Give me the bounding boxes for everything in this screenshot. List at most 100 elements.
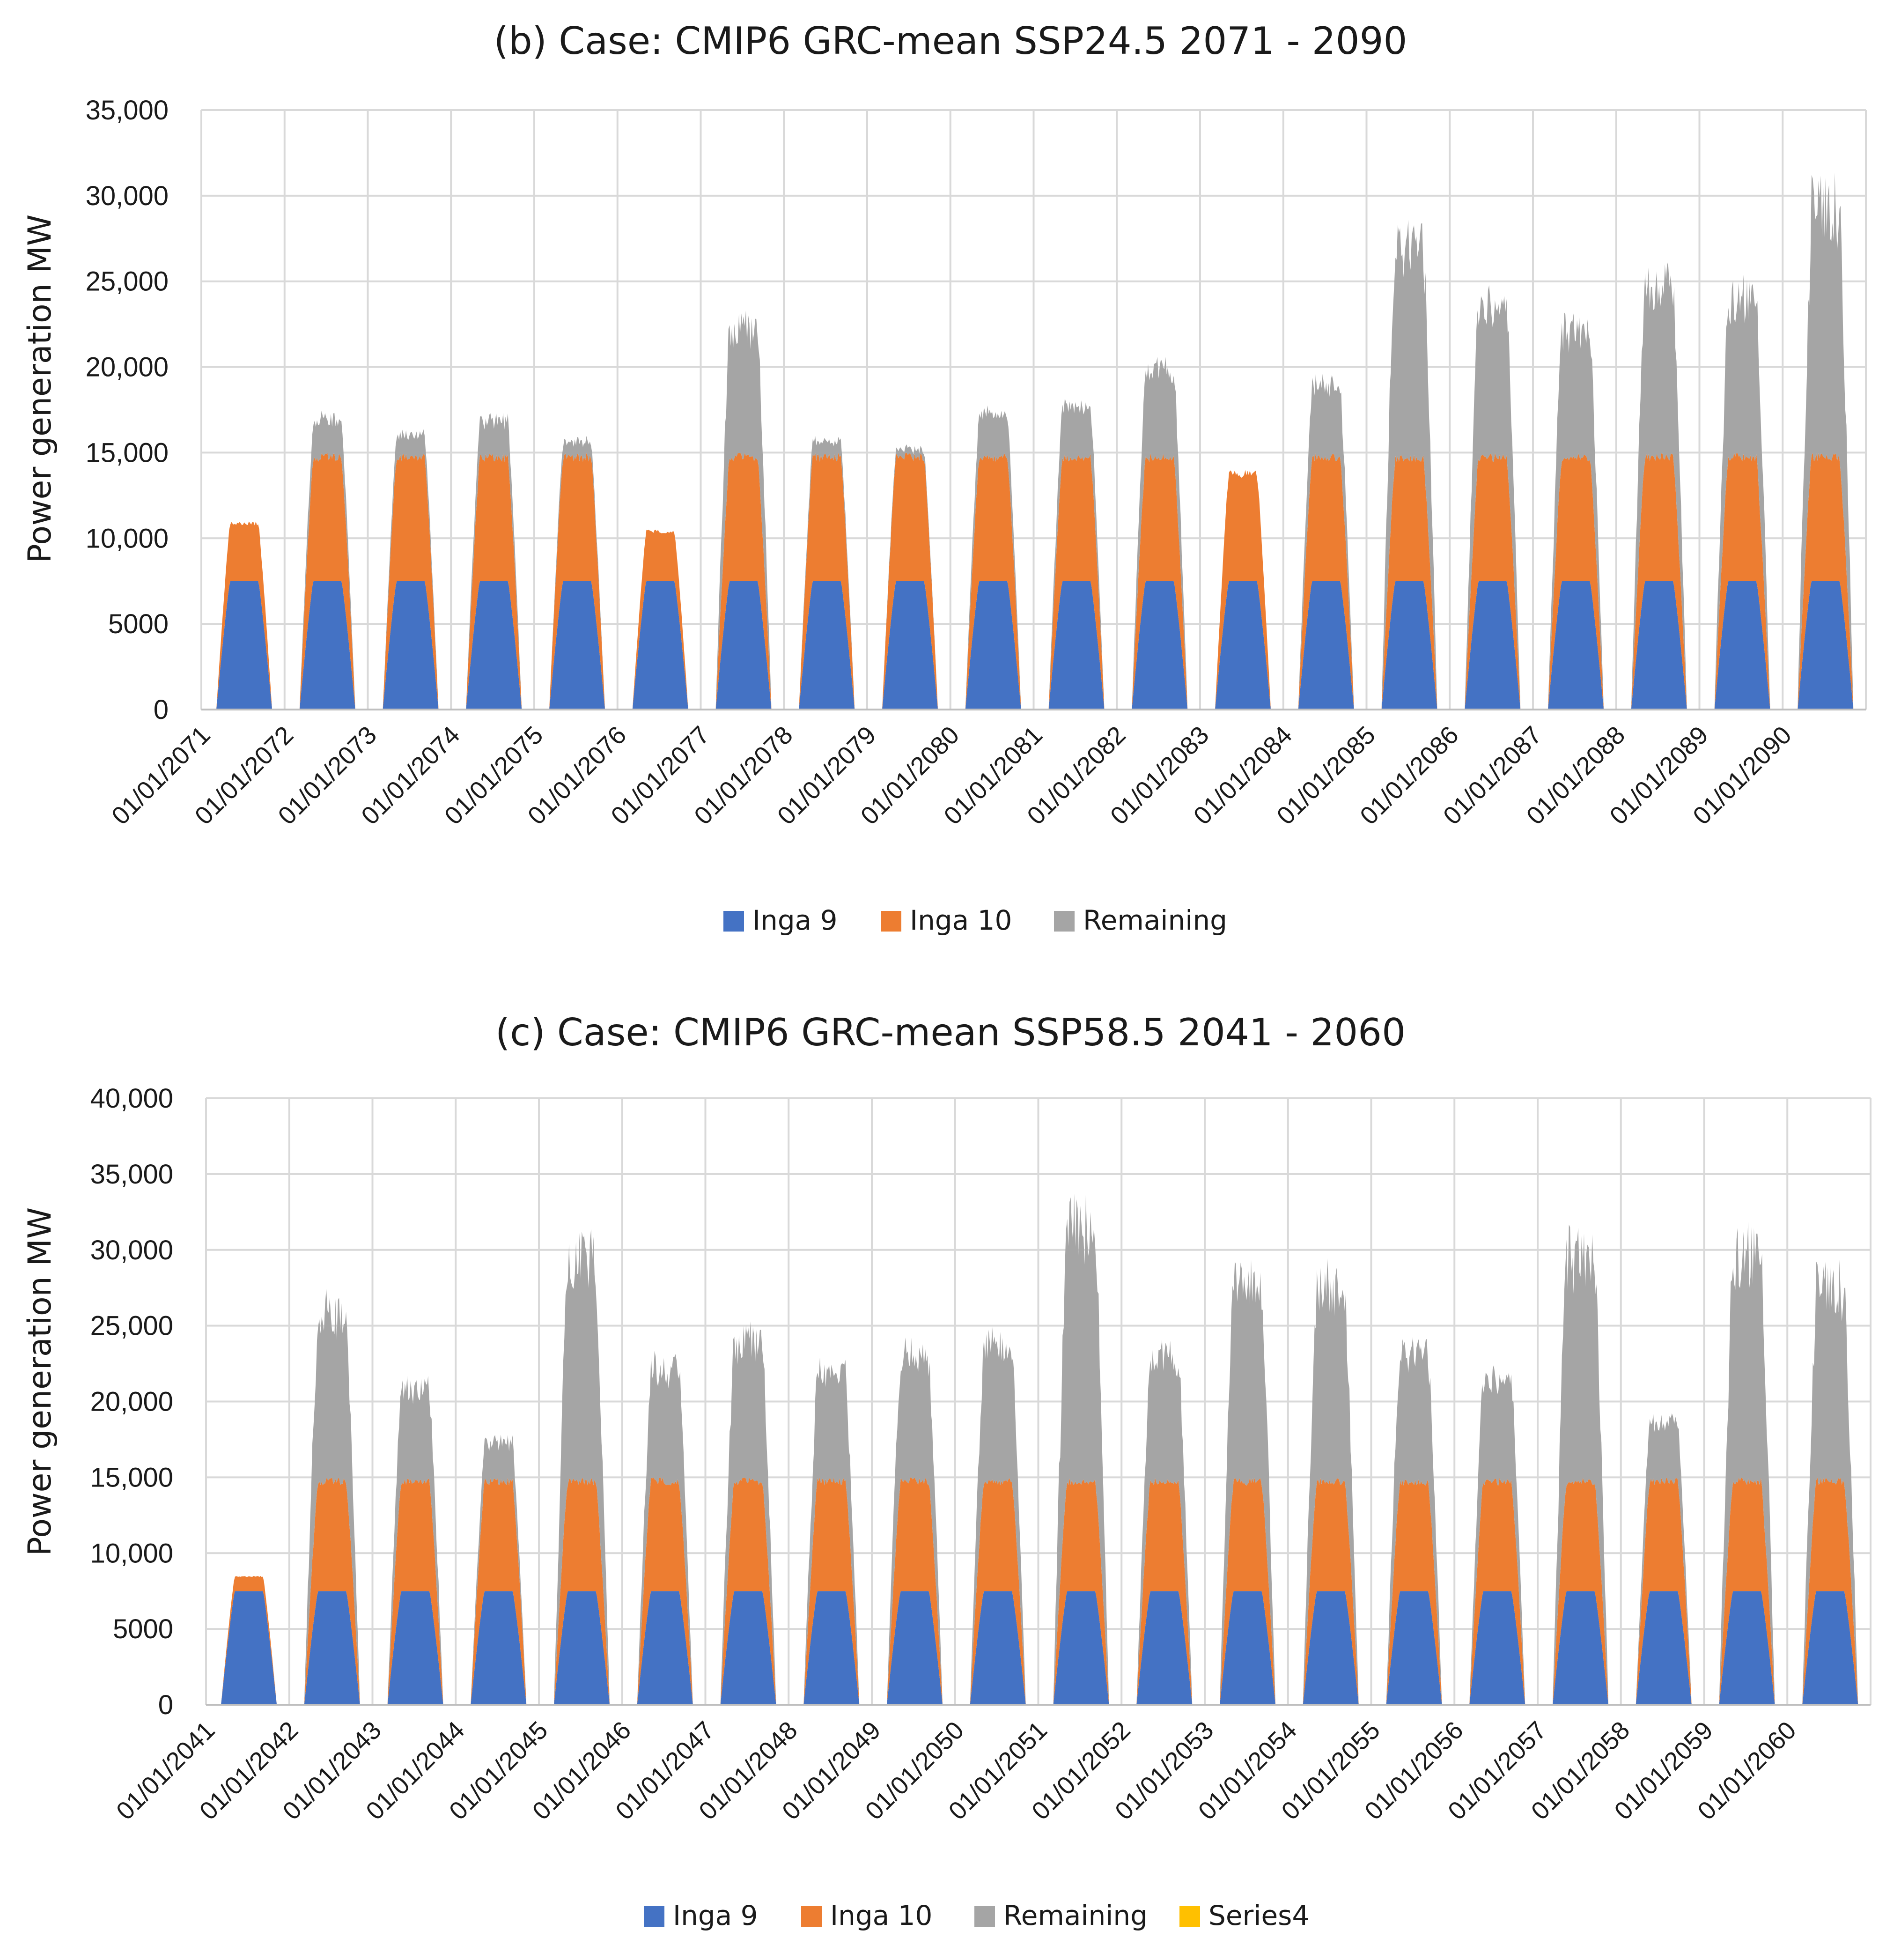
area-inga-10-2087 — [1548, 453, 1604, 710]
area-inga-10-2042 — [304, 1478, 360, 1705]
y-tick-label: 25,000 — [86, 266, 169, 297]
area-inga-10-2086 — [1465, 453, 1521, 710]
area-inga-9-2053 — [1220, 1591, 1276, 1705]
area-inga-9-2079 — [882, 581, 938, 710]
area-inga-10-2090 — [1798, 452, 1854, 710]
y-tick-label: 30,000 — [86, 181, 169, 211]
area-inga-9-2077 — [715, 581, 772, 710]
area-remaining-2049 — [887, 1337, 943, 1705]
area-inga-9-2042 — [304, 1591, 360, 1705]
y-tick-label: 5000 — [108, 609, 169, 639]
area-inga-9-2076 — [632, 581, 688, 710]
area-inga-9-2071 — [216, 581, 273, 710]
area-inga-10-2080 — [965, 453, 1021, 710]
area-inga-9-2060 — [1802, 1591, 1858, 1705]
area-inga-10-2043 — [387, 1479, 443, 1705]
area-remaining-2051 — [1053, 1193, 1109, 1705]
area-inga-10-2085 — [1381, 455, 1437, 710]
area-inga-10-2053 — [1220, 1477, 1276, 1705]
area-inga-9-2072 — [299, 581, 355, 710]
y-tick-labels: 0 5000 10,000 15,000 20,000 25,000 30,000 35,00… — [90, 1083, 173, 1720]
legend-label: Inga 9 — [752, 904, 838, 936]
y-tick-label: 30,000 — [90, 1235, 173, 1265]
gridlines — [205, 1097, 1872, 1705]
area-inga-9-2048 — [803, 1591, 860, 1705]
area-inga-10-2071 — [216, 521, 273, 710]
y-axis-label: Power generation MW — [22, 214, 59, 563]
area-inga-9-2085 — [1381, 581, 1437, 710]
area-remaining-2077 — [715, 311, 772, 710]
y-tick-label: 5000 — [113, 1614, 173, 1644]
area-inga-10-2089 — [1714, 453, 1770, 710]
area-inga-9-2073 — [383, 581, 439, 710]
y-tick-label: 10,000 — [86, 523, 169, 554]
area-remaining-2053 — [1220, 1260, 1276, 1705]
legend-label: Series4 — [1208, 1900, 1309, 1931]
legend: Inga 9 Inga 10 Remaining — [723, 904, 1227, 936]
legend-label: Remaining — [1003, 1900, 1148, 1931]
legend-swatch — [723, 911, 744, 932]
chart-title: (b) Case: CMIP6 GRC-mean SSP24.5 2071 - … — [494, 19, 1407, 63]
area-inga-10-2045 — [554, 1478, 610, 1705]
area-inga-9-2059 — [1719, 1591, 1775, 1705]
area-remaining-2057 — [1553, 1224, 1609, 1705]
area-inga-10-2078 — [799, 452, 855, 710]
y-axis-label: Power generation MW — [22, 1207, 59, 1556]
area-remaining-2059 — [1719, 1221, 1775, 1705]
area-inga-10-2046 — [637, 1477, 693, 1705]
y-tick-label: 35,000 — [86, 95, 169, 126]
area-inga-10-2051 — [1053, 1478, 1109, 1705]
area-remaining-2052 — [1136, 1339, 1193, 1705]
gridlines — [200, 109, 1867, 710]
area-inga-9-2055 — [1386, 1591, 1442, 1705]
x-tick-labels: 01/01/204101/01/204201/01/204301/01/2044… — [111, 1716, 1802, 1826]
legend-swatch — [1179, 1906, 1200, 1927]
area-remaining-2087 — [1548, 312, 1604, 710]
area-inga-9-2083 — [1215, 581, 1271, 710]
area-inga-9-2052 — [1136, 1591, 1193, 1705]
area-inga-9-2043 — [387, 1591, 443, 1705]
area-inga-9-2090 — [1798, 581, 1854, 710]
area-remaining-2060 — [1802, 1259, 1858, 1705]
area-remaining-2047 — [720, 1321, 776, 1705]
legend-label: Inga 10 — [910, 904, 1012, 936]
area-inga-10-2075 — [549, 453, 605, 710]
area-inga-9-2050 — [970, 1591, 1026, 1705]
area-remaining-2082 — [1132, 356, 1188, 710]
area-inga-9-2084 — [1298, 581, 1354, 710]
area-inga-9-2046 — [637, 1591, 693, 1705]
area-inga-10-2084 — [1298, 453, 1354, 710]
area-inga-10-2072 — [299, 453, 355, 710]
chart-c: (c) Case: CMIP6 GRC-mean SSP58.5 2041 - … — [22, 1011, 1872, 1931]
area-remaining-2046 — [637, 1350, 693, 1705]
area-inga-9-2086 — [1465, 581, 1521, 710]
area-inga-10-2074 — [466, 453, 522, 710]
area-inga-9-2057 — [1553, 1591, 1609, 1705]
area-remaining-2081 — [1048, 398, 1105, 710]
area-inga-9-2088 — [1631, 581, 1687, 710]
area-inga-10-2055 — [1386, 1479, 1442, 1705]
area-inga-10-2059 — [1719, 1478, 1775, 1705]
legend-swatch — [974, 1906, 995, 1927]
area-remaining-2043 — [387, 1376, 443, 1705]
y-tick-label: 10,000 — [90, 1538, 173, 1568]
area-inga-10-2088 — [1631, 453, 1687, 710]
area-inga-10-2083 — [1215, 470, 1271, 710]
area-inga-9-2087 — [1548, 581, 1604, 710]
area-inga-9-2078 — [799, 581, 855, 710]
y-tick-label: 25,000 — [90, 1311, 173, 1341]
area-remaining-2090 — [1798, 172, 1854, 710]
area-inga-9-2074 — [466, 581, 522, 710]
y-tick-label: 20,000 — [90, 1387, 173, 1417]
area-inga-10-2049 — [887, 1477, 943, 1705]
area-inga-10-2050 — [970, 1478, 1026, 1705]
y-tick-label: 0 — [154, 695, 169, 725]
area-inga-10-2077 — [715, 453, 772, 710]
area-remaining-2089 — [1714, 274, 1770, 710]
area-inga-10-2057 — [1553, 1478, 1609, 1705]
y-tick-label: 0 — [158, 1690, 173, 1720]
area-inga-9-2047 — [720, 1591, 776, 1705]
legend: Inga 9 Inga 10 Remaining Series4 — [644, 1900, 1309, 1931]
area-inga-9-2044 — [471, 1591, 527, 1705]
